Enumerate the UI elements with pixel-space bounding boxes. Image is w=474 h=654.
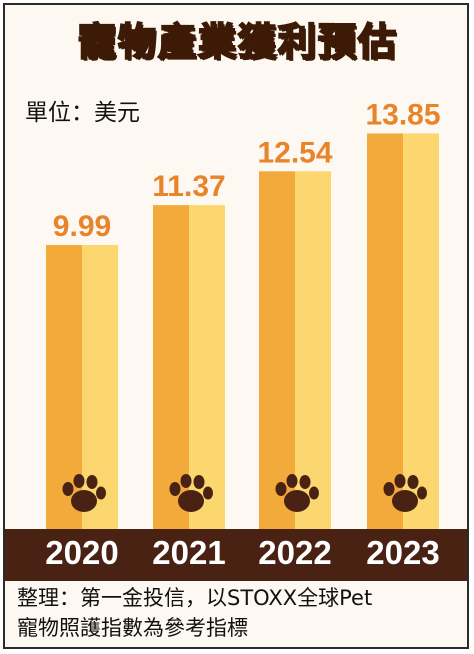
bar-left-half [259, 171, 295, 529]
bar-right-half [295, 171, 331, 529]
x-tick-label-2021: 2021 [152, 534, 226, 571]
paw-icon [62, 474, 106, 512]
paw-icon [383, 474, 427, 512]
data-label-2020: 9.99 [53, 210, 111, 243]
data-label-2023: 13.85 [365, 98, 440, 131]
source-line-1: 整理：第一金投信，以STOXX全球Pet [17, 586, 373, 610]
bar-2023 [367, 133, 439, 530]
data-label-2021: 11.37 [152, 170, 225, 203]
source-note: 整理：第一金投信，以STOXX全球Pet 寵物照護指數為參考指標 [17, 583, 467, 643]
bar-right-half [403, 133, 439, 530]
x-tick-label-2020: 2020 [45, 534, 119, 571]
bar-2022 [259, 171, 331, 529]
source-line-2: 寵物照護指數為參考指標 [17, 616, 248, 640]
chart-title: 寵物產業獲利預估 [77, 19, 398, 65]
paw-icon [169, 474, 213, 512]
x-tick-label-2022: 2022 [258, 534, 332, 571]
chart-frame: 寵物產業獲利預估 單位：美元 9.99 11.37 12.54 13.85 2020 … [3, 3, 469, 649]
bar-left-half [153, 205, 189, 530]
bar-right-half [82, 245, 118, 529]
bar-2021 [153, 205, 225, 530]
bar-chart: 9.99 11.37 12.54 13.85 [46, 98, 441, 530]
bar-right-half [189, 205, 225, 530]
paw-icon [275, 474, 319, 512]
unit-label: 單位：美元 [25, 100, 140, 126]
x-tick-label-2023: 2023 [366, 534, 440, 571]
data-label-2022: 12.54 [257, 136, 332, 169]
bar-left-half [367, 133, 403, 530]
year-band [5, 529, 467, 581]
